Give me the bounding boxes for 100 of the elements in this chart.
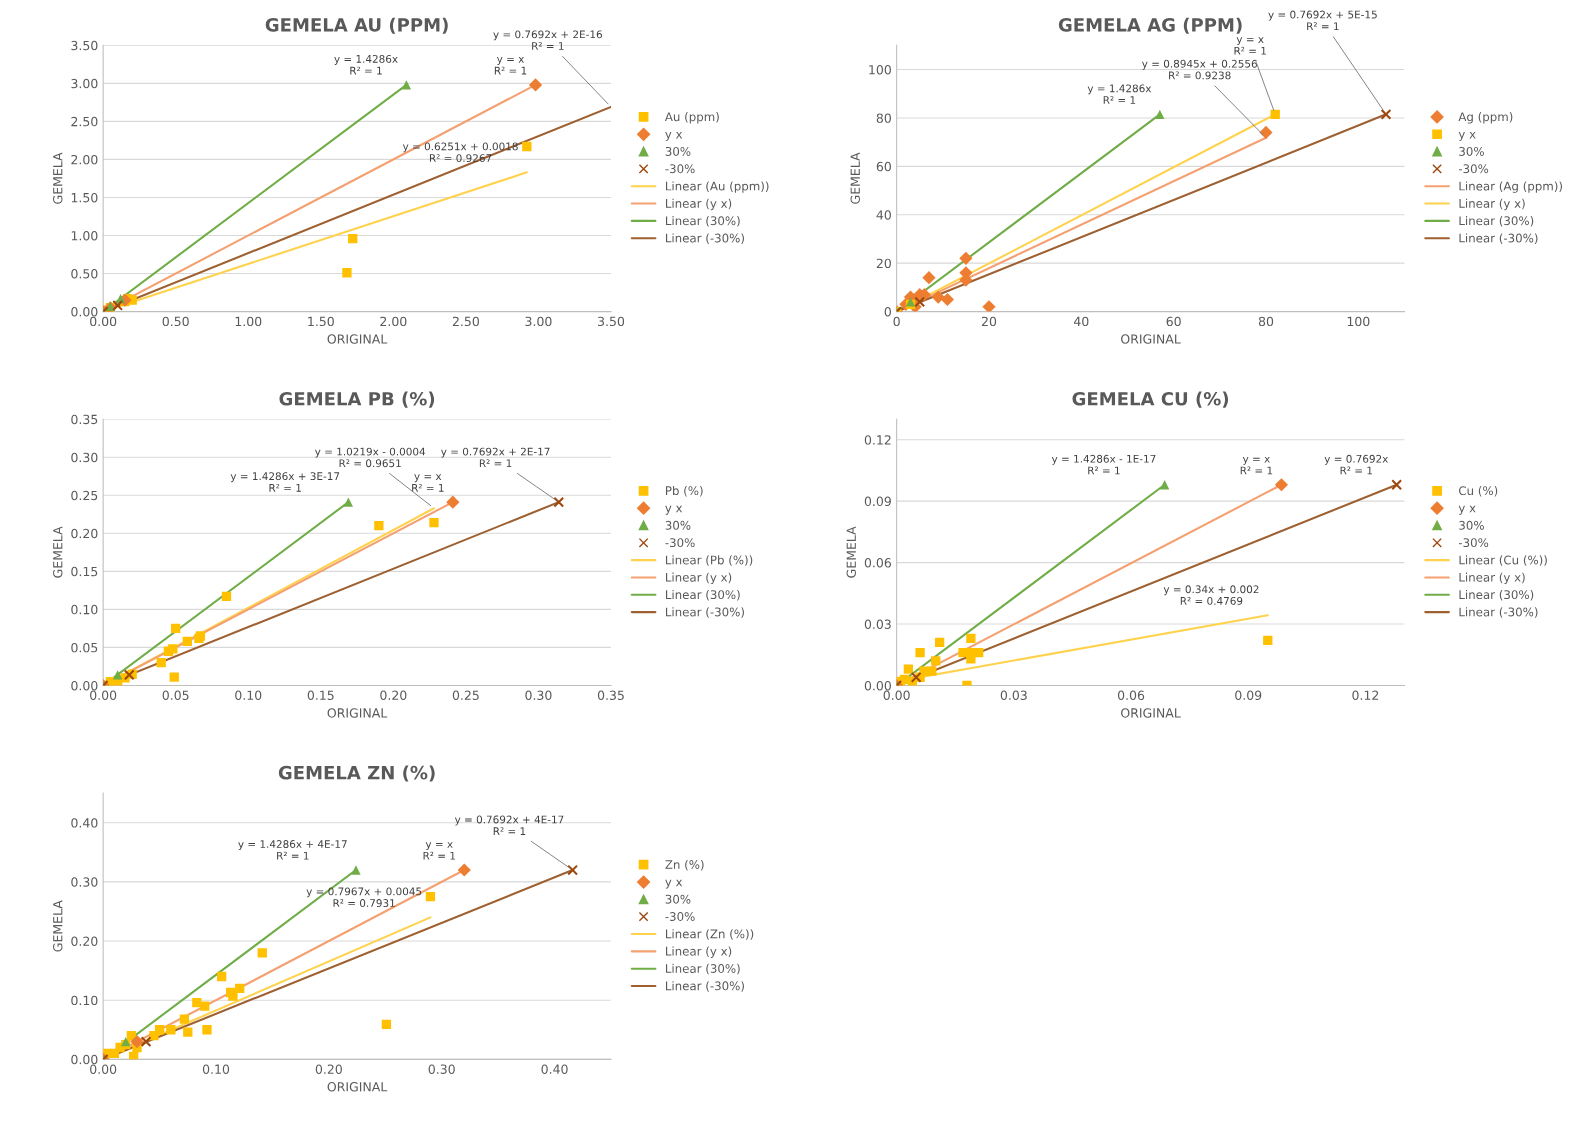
- x-tick-label: 0.30: [525, 690, 552, 700]
- x-tick-label: 0.12: [1352, 690, 1379, 700]
- x-tick-label: 0.40: [541, 1064, 568, 1074]
- y-tick-label: 0.12: [864, 435, 891, 445]
- x-tick-label: 0.35: [597, 690, 624, 700]
- y-tick-label: 0.06: [864, 558, 892, 568]
- x-tick-label: 20: [981, 316, 997, 327]
- legend-label: Linear (Pb (%)): [665, 555, 753, 566]
- x-tick-label: 0.10: [202, 1064, 230, 1074]
- legend-label: Pb (%): [665, 485, 703, 497]
- x-axis-title: ORIGINAL: [327, 334, 388, 344]
- legend-label: y x: [665, 505, 683, 515]
- chart-title: GEMELA ZN (%): [278, 765, 435, 782]
- x-tick-label: 0.06: [1117, 690, 1145, 700]
- legend-label: -30%: [665, 912, 695, 921]
- y-tick-label: 0.20: [71, 936, 98, 946]
- legend-label: 30%: [665, 894, 691, 904]
- x-tick-label: 0.00: [883, 690, 910, 700]
- y-axis-title: GEMELA: [846, 526, 856, 578]
- legend-label: Linear (-30%): [665, 981, 744, 992]
- legend-label: Linear (Cu (%)): [1459, 555, 1547, 566]
- y-tick-label: 40: [876, 210, 891, 220]
- legend-label: 30%: [665, 520, 691, 530]
- y-tick-label: 20: [876, 258, 891, 269]
- x-tick-label: 1.00: [235, 316, 262, 327]
- x-axis-title: ORIGINAL: [327, 708, 388, 718]
- annotation: y = 1.4286x + 4E-17 R² = 1: [238, 840, 347, 860]
- legend-label: Linear (Zn (%)): [665, 929, 754, 940]
- y-tick-label: 60: [876, 161, 891, 172]
- legend-label: Ag (ppm): [1458, 112, 1513, 124]
- y-tick-label: 2.00: [71, 154, 98, 165]
- annotation: y = x R² = 1: [423, 842, 455, 860]
- y-axis-title: GEMELA: [53, 900, 63, 952]
- y-tick-label: 0.00: [864, 680, 891, 691]
- legend-label: Au (ppm): [664, 112, 719, 124]
- annotation: y = 0.7692x + 5E-15 R² = 1: [1268, 10, 1377, 30]
- y-axis-title: GEMELA: [850, 152, 860, 204]
- x-tick-label: 100: [1347, 316, 1370, 327]
- legend-label: Linear (-30%): [1459, 607, 1538, 618]
- x-tick-label: 0.15: [307, 690, 334, 700]
- annotation: y = 1.4286x R² = 1: [1087, 84, 1152, 104]
- y-tick-label: 2.50: [71, 116, 98, 127]
- y-tick-label: 0.30: [71, 452, 98, 463]
- x-tick-label: 0.00: [90, 316, 117, 327]
- legend-label: y x: [665, 879, 683, 889]
- x-tick-label: 0.30: [428, 1064, 455, 1074]
- legend-label: Linear (y x): [1459, 572, 1525, 585]
- y-tick-label: 0.15: [71, 566, 98, 577]
- annotation: y = x R² = 1: [1234, 37, 1266, 55]
- legend-label: Linear (y x): [665, 946, 732, 958]
- annotation: y = x R² = 1: [494, 57, 527, 75]
- x-tick-label: 0.05: [162, 690, 189, 700]
- x-axis-title: ORIGINAL: [327, 1082, 388, 1092]
- x-tick-label: 0.03: [1000, 690, 1027, 700]
- annotation: y = 0.7692x R² = 1: [1324, 454, 1389, 475]
- y-tick-label: 0.25: [71, 490, 98, 501]
- legend-label: Linear (30%): [1459, 589, 1534, 601]
- x-tick-label: 0.20: [315, 1064, 342, 1074]
- annotation: y = 0.7692x + 2E-17 R² = 1: [441, 447, 550, 468]
- legend-label: Linear (y x): [1459, 198, 1525, 211]
- legend-label: Cu (%): [1458, 485, 1498, 497]
- annotation: y = x R² = 1: [1240, 456, 1273, 475]
- y-tick-label: 0: [884, 307, 891, 317]
- x-tick-label: 0.20: [380, 690, 407, 700]
- legend-label: Linear (30%): [1459, 216, 1534, 227]
- x-tick-label: 3.00: [525, 316, 552, 327]
- y-tick-label: 0.10: [71, 604, 98, 615]
- y-tick-label: 0.10: [71, 995, 98, 1006]
- y-tick-label: 0.50: [71, 269, 98, 279]
- y-tick-label: 0.20: [71, 528, 98, 539]
- y-tick-label: 0.03: [864, 619, 891, 629]
- x-tick-label: 0.09: [1235, 690, 1262, 700]
- x-tick-label: 0.25: [452, 690, 479, 700]
- legend-label: Linear (30%): [665, 963, 740, 975]
- x-tick-label: 60: [1166, 316, 1181, 327]
- y-tick-label: 0.00: [71, 680, 98, 691]
- chart-title: GEMELA CU (%): [1072, 391, 1229, 408]
- y-tick-label: 0.00: [71, 307, 98, 317]
- y-tick-label: 0.35: [71, 414, 98, 425]
- annotation: y = 0.34x + 0.002 R² = 0.4769: [1163, 585, 1259, 605]
- y-tick-label: 1.50: [71, 192, 98, 203]
- annotation: y = x R² = 1: [412, 474, 444, 492]
- y-tick-label: 0.00: [71, 1054, 98, 1065]
- x-axis-title: ORIGINAL: [1121, 334, 1181, 344]
- legend-label: Linear (y x): [665, 572, 732, 585]
- legend-label: 30%: [1459, 146, 1484, 156]
- x-tick-label: 0.10: [235, 690, 262, 700]
- x-tick-label: 0: [893, 316, 900, 327]
- annotation: y = 1.4286x - 1E-17 R² = 1: [1051, 454, 1156, 475]
- legend-label: 30%: [1459, 520, 1484, 530]
- y-axis-title: GEMELA: [53, 152, 63, 204]
- legend-label: 30%: [665, 146, 691, 156]
- legend-label: y x: [1458, 131, 1476, 141]
- legend-label: Linear (Ag (ppm)): [1459, 181, 1562, 193]
- legend-label: y x: [1458, 505, 1476, 515]
- x-tick-label: 0.00: [90, 1064, 117, 1074]
- annotation: y = 1.4286x + 3E-17 R² = 1: [230, 472, 340, 492]
- legend-label: -30%: [665, 538, 695, 548]
- x-tick-label: 3.50: [598, 316, 625, 327]
- x-tick-label: 2.50: [452, 316, 479, 327]
